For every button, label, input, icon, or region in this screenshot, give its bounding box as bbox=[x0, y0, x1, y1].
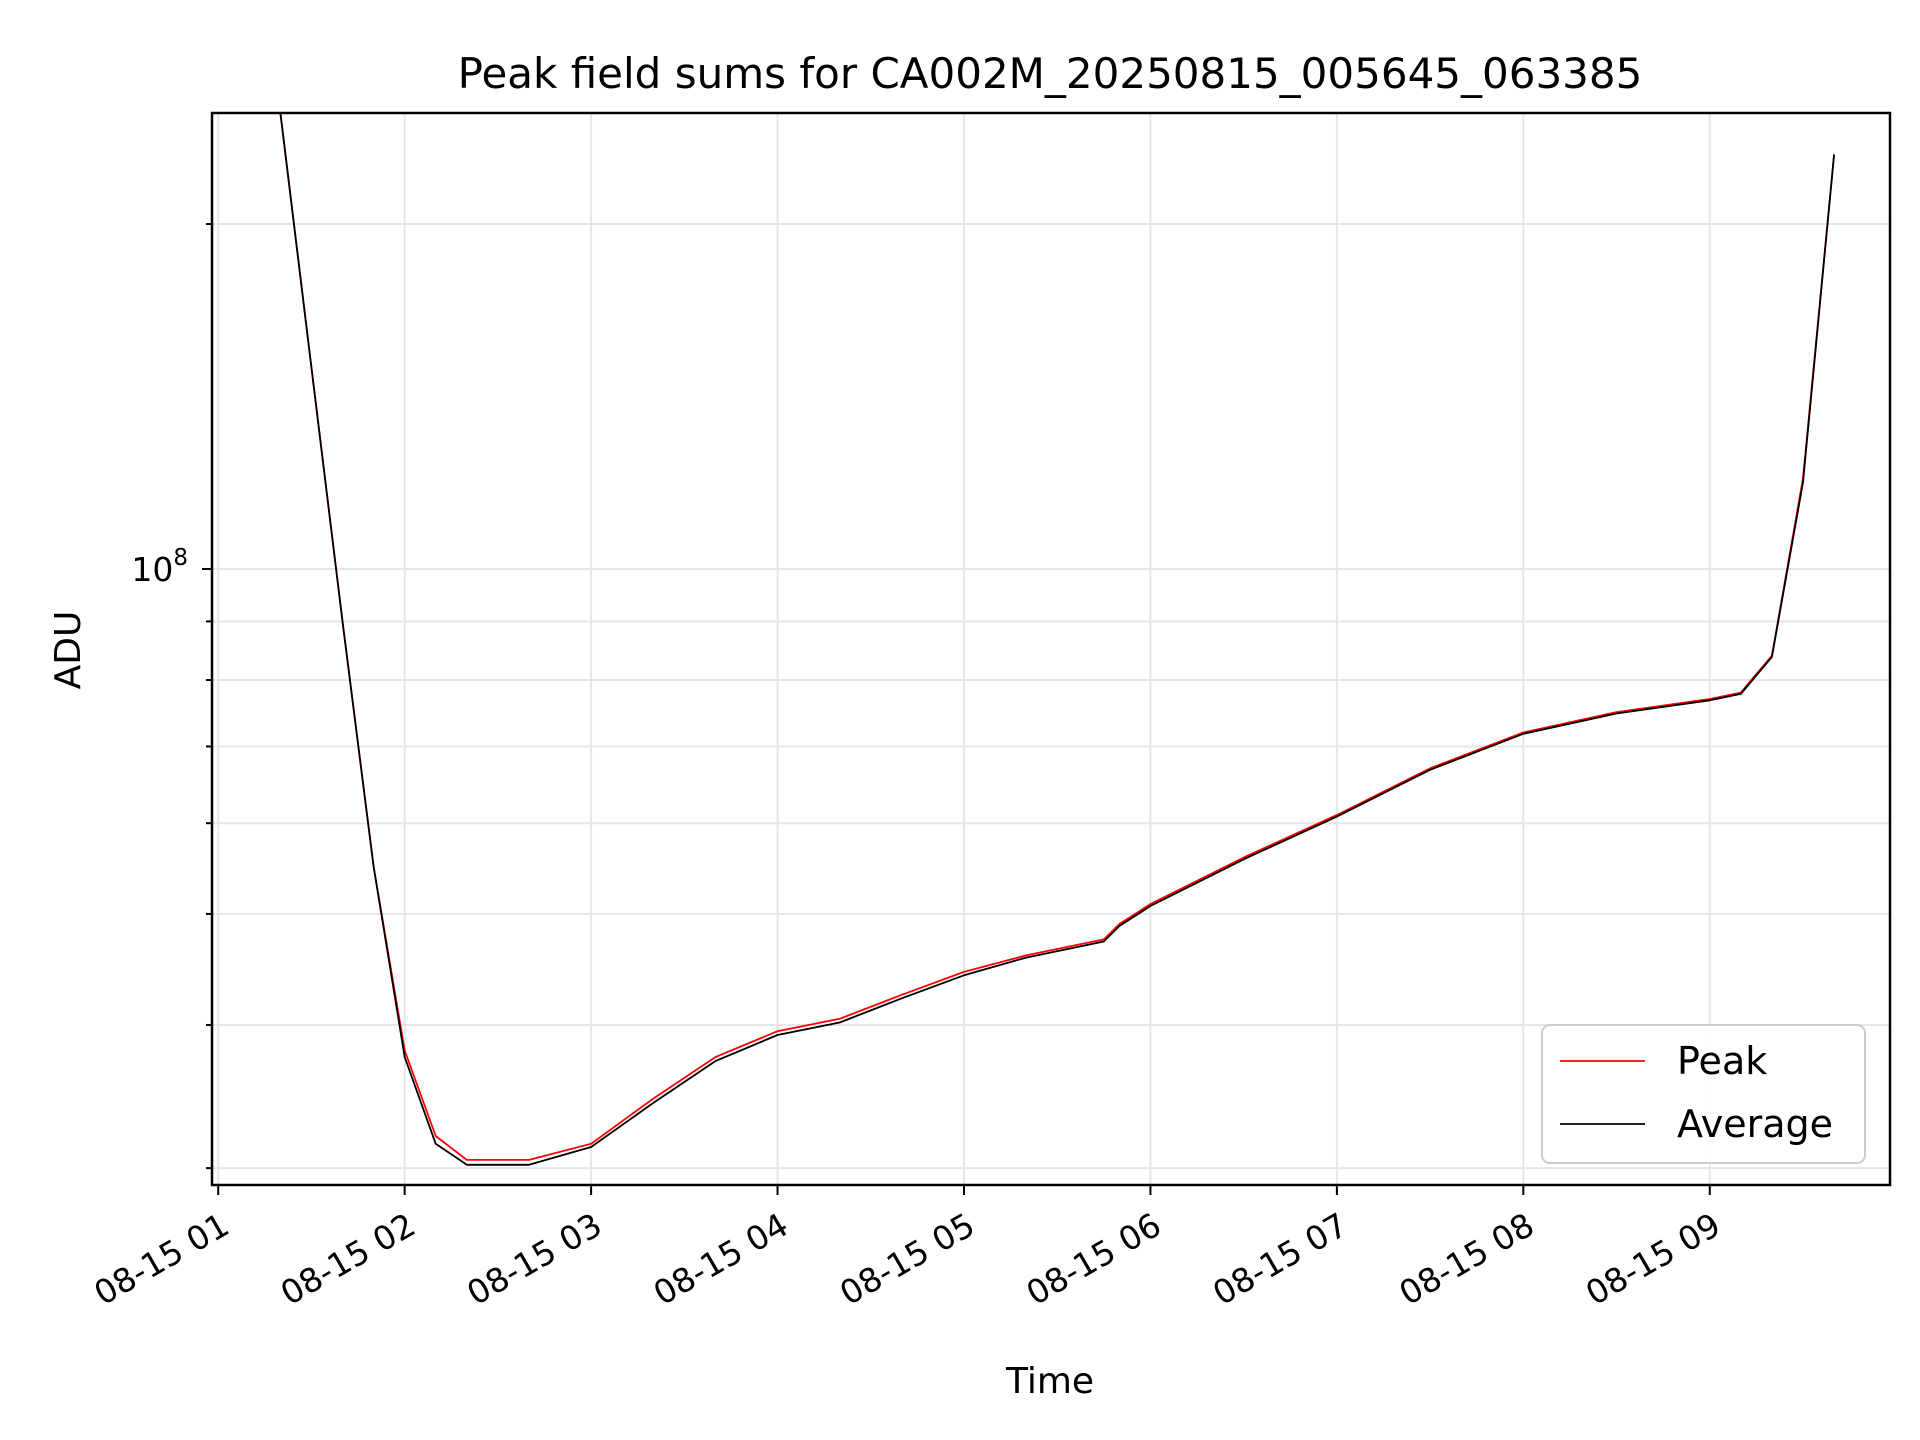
legend-box bbox=[1541, 1024, 1866, 1164]
x-tick-label: 08-15 02 bbox=[274, 1205, 422, 1313]
legend-label-average: Average bbox=[1677, 1102, 1833, 1146]
x-tick-label: 08-15 05 bbox=[833, 1205, 981, 1313]
x-tick-label: 08-15 09 bbox=[1579, 1205, 1727, 1313]
y-tick-label: 108 bbox=[131, 545, 188, 589]
x-tick-label: 08-15 04 bbox=[647, 1205, 795, 1313]
legend: Peak Average bbox=[1541, 1024, 1866, 1164]
x-tick-label: 08-15 06 bbox=[1020, 1205, 1168, 1313]
legend-label-peak: Peak bbox=[1677, 1039, 1767, 1083]
x-tick-label: 08-15 08 bbox=[1393, 1205, 1541, 1313]
x-axis: 08-15 01 08-15 02 08-15 03 08-15 04 08-15 05… bbox=[87, 1185, 1727, 1313]
y-axis-label: ADU bbox=[48, 611, 89, 690]
series-line-average bbox=[279, 113, 1835, 1166]
x-tick-label: 08-15 03 bbox=[460, 1205, 608, 1313]
series-group bbox=[279, 113, 1835, 1166]
plot-frame bbox=[210, 111, 1892, 1187]
y-axis: 108 bbox=[131, 223, 212, 1170]
x-axis-label: Time bbox=[1005, 1361, 1094, 1402]
chart-title: Peak field sums for CA002M_20250815_0056… bbox=[458, 49, 1643, 98]
x-tick-label: 08-15 07 bbox=[1206, 1205, 1354, 1313]
series-line-peak bbox=[279, 113, 1835, 1161]
grid bbox=[212, 113, 1890, 1185]
x-tick-label: 08-15 01 bbox=[87, 1205, 235, 1313]
